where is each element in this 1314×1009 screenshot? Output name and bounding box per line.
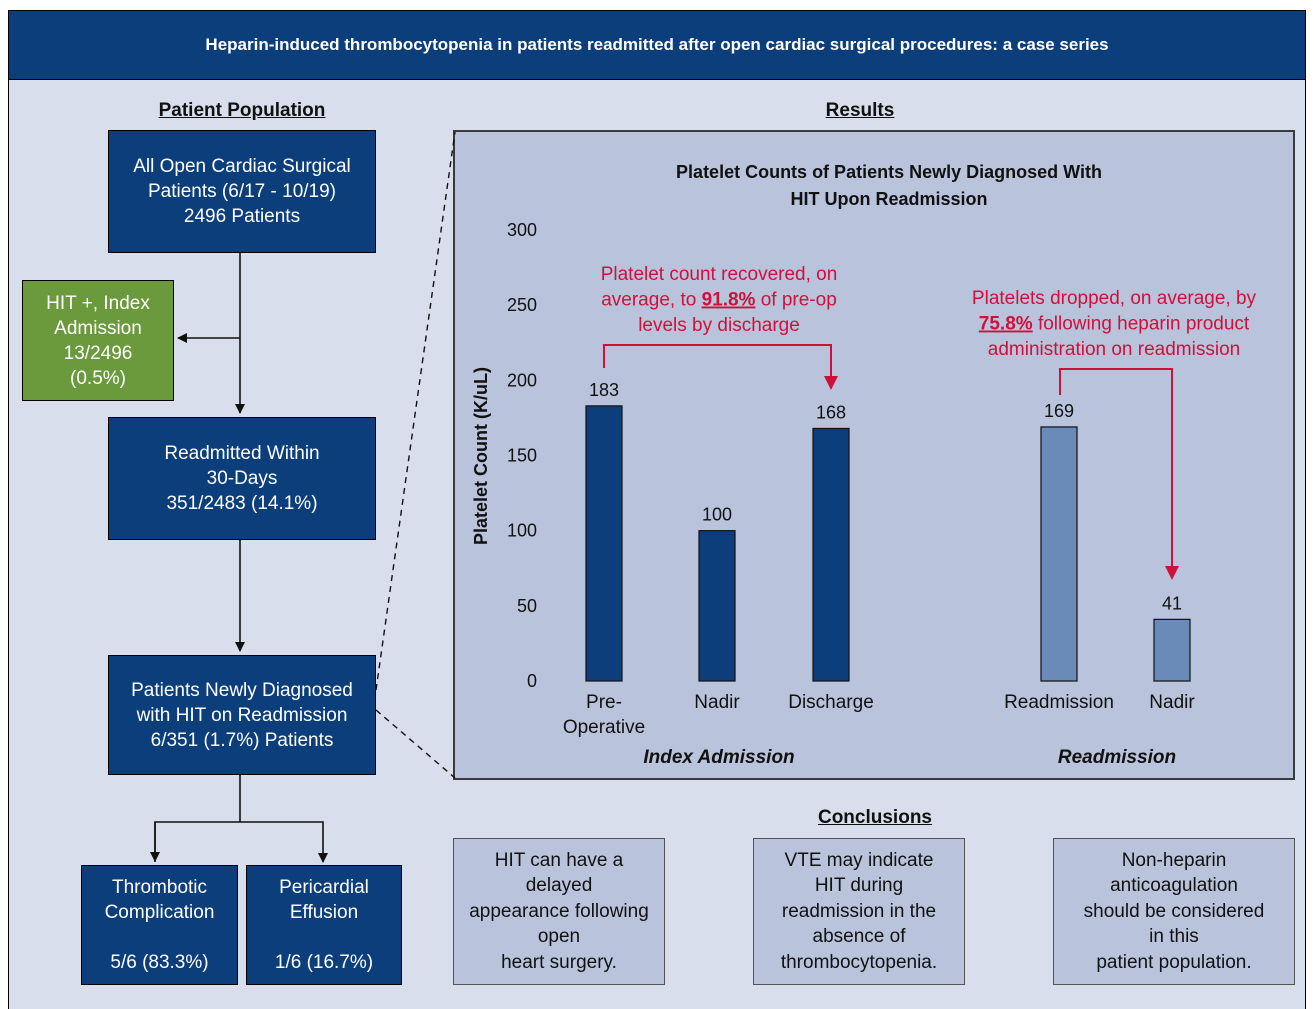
conclusion-line: patient population. xyxy=(1096,950,1251,976)
zoom-line-bottom xyxy=(376,710,455,778)
conclusion-line: should be considered xyxy=(1084,899,1265,925)
platelet-chart: Platelet Counts of Patients Newly Diagno… xyxy=(471,162,1257,768)
conclusion-line: in this xyxy=(1149,924,1199,950)
x-tick-label: Pre- xyxy=(586,692,622,713)
x-tick-label: Discharge xyxy=(788,692,874,713)
annotation-text: levels by discharge xyxy=(638,315,800,336)
x-tick-label: Operative xyxy=(563,717,645,738)
conclusion-line: heart surgery. xyxy=(501,950,617,976)
y-tick-label: 150 xyxy=(507,446,537,466)
chart-title: Platelet Counts of Patients Newly Diagno… xyxy=(676,162,1102,182)
conclusion-line: HIT during xyxy=(815,873,903,899)
group-label: Index Admission xyxy=(643,747,794,768)
connector-line xyxy=(155,822,323,862)
bar xyxy=(813,428,849,681)
annotation-text: Platelets dropped, on average, by xyxy=(972,288,1257,309)
conclusion-line: delayed xyxy=(526,873,593,899)
y-axis-label: Platelet Count (K/uL) xyxy=(471,367,491,545)
annotation-text: Platelet count recovered, on xyxy=(601,264,838,285)
bar xyxy=(699,531,735,681)
x-tick-label: Readmission xyxy=(1004,692,1114,713)
bar xyxy=(1154,619,1190,681)
y-tick-label: 100 xyxy=(507,521,537,541)
zoom-lines xyxy=(376,132,455,778)
bar-value-label: 100 xyxy=(702,505,732,525)
conclusion-line: anticoagulation xyxy=(1110,873,1238,899)
conclusion-box-1: HIT can have a delayed appearance follow… xyxy=(453,838,665,985)
conclusion-line: Non-heparin xyxy=(1122,848,1227,874)
annotation-arrow xyxy=(604,345,831,388)
conclusion-box-3: Non-heparin anticoagulation should be co… xyxy=(1053,838,1295,985)
conclusion-line: open xyxy=(538,924,580,950)
annotation-text: administration on readmission xyxy=(988,339,1240,360)
conclusion-line: HIT can have a xyxy=(495,848,624,874)
annotation-text: 75.8% following heparin product xyxy=(979,314,1250,335)
conclusion-line: appearance following xyxy=(469,899,649,925)
group-label: Readmission xyxy=(1058,747,1176,768)
y-tick-label: 250 xyxy=(507,295,537,315)
zoom-line-top xyxy=(376,132,455,690)
bar xyxy=(586,406,622,681)
x-tick-label: Nadir xyxy=(1149,692,1195,713)
annotation-text: average, to 91.8% of pre-op xyxy=(601,290,837,311)
bar-value-label: 168 xyxy=(816,402,846,422)
conclusion-line: thrombocytopenia. xyxy=(781,950,937,976)
x-tick-label: Nadir xyxy=(694,692,740,713)
conclusion-box-2: VTE may indicate HIT during readmission … xyxy=(753,838,965,985)
conclusion-line: readmission in the xyxy=(782,899,936,925)
flow-connectors xyxy=(155,253,323,862)
y-tick-label: 50 xyxy=(517,596,537,616)
y-tick-label: 300 xyxy=(507,220,537,240)
bar-value-label: 41 xyxy=(1162,593,1182,613)
y-tick-label: 0 xyxy=(527,671,537,691)
conclusion-line: VTE may indicate xyxy=(785,848,934,874)
bar xyxy=(1041,427,1077,681)
chart-title: HIT Upon Readmission xyxy=(790,189,987,209)
conclusion-line: absence of xyxy=(813,924,906,950)
bar-value-label: 169 xyxy=(1044,401,1074,421)
bar-value-label: 183 xyxy=(589,380,619,400)
y-tick-label: 200 xyxy=(507,370,537,390)
